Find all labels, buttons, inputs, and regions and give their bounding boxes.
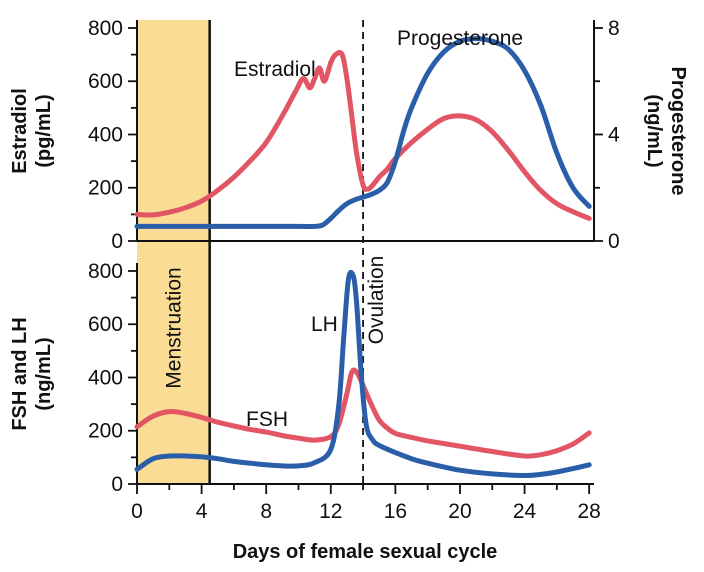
progesterone-line (134, 36, 592, 229)
day-tick-label: 24 (513, 500, 537, 523)
curves-group (134, 36, 592, 479)
lh-line (134, 269, 592, 479)
menstruation-band (137, 20, 210, 484)
day-tick-label: 12 (319, 500, 342, 523)
progesterone-tick-label: 8 (608, 17, 620, 40)
fsh-lh-axis-title: FSH and LH (ng/mL) (9, 317, 55, 430)
day-tick-label: 16 (384, 500, 407, 523)
progesterone-axis-title-line1: Progesterone (667, 67, 689, 196)
estradiol-tick-label: 400 (88, 123, 123, 146)
day-tick-label: 28 (577, 500, 600, 523)
fsh-lh-tick-label: 200 (88, 420, 123, 443)
fsh-lh-tick-label: 0 (111, 473, 123, 496)
estradiol-tick-label: 200 (88, 177, 123, 200)
fsh-lh-axis-title-line2: (ng/mL) (33, 337, 55, 410)
ovulation-label: Ovulation (365, 256, 388, 345)
progesterone-tick-label: 4 (608, 123, 620, 146)
fsh-lh-tick-label: 600 (88, 313, 123, 336)
progesterone-tick-label: 0 (608, 230, 620, 253)
day-tick-label: 4 (196, 500, 208, 523)
fsh-series-label: FSH (246, 408, 288, 431)
days-axis-title: Days of female sexual cycle (233, 541, 498, 563)
menstruation-label: Menstruation (162, 267, 185, 388)
day-tick-label: 8 (260, 500, 272, 523)
estradiol-axis-title: Estradiol (pg/mL) (9, 88, 55, 174)
fsh-lh-tick-label: 400 (88, 366, 123, 389)
estradiol-series-label: Estradiol (234, 58, 316, 81)
ticks-group (128, 27, 603, 494)
progesterone-axis-title-line2: (ng/mL) (643, 94, 665, 167)
lh-series-label: LH (311, 313, 338, 336)
day-tick-label: 0 (131, 500, 143, 523)
fsh-lh-axis-title-line1: FSH and LH (9, 317, 31, 430)
day-tick-label: 20 (448, 500, 471, 523)
estradiol-tick-label: 600 (88, 70, 123, 93)
fsh-line (134, 367, 592, 459)
estradiol-line (134, 50, 592, 221)
estradiol-tick-label: 0 (111, 230, 123, 253)
estradiol-axis-title-line2: (pg/mL) (33, 94, 55, 167)
fsh-lh-tick-label: 800 (88, 260, 123, 283)
progesterone-series-label: Progesterone (397, 27, 523, 50)
estradiol-axis-title-line1: Estradiol (9, 88, 31, 174)
estradiol-tick-label: 800 (88, 17, 123, 40)
progesterone-axis-title: Progesterone (ng/mL) (643, 67, 689, 196)
tick-labels-group: 0 200 400 600 800 0 4 8 0 200 400 600 800 0 4 8 12 16 20 24… (88, 17, 620, 523)
